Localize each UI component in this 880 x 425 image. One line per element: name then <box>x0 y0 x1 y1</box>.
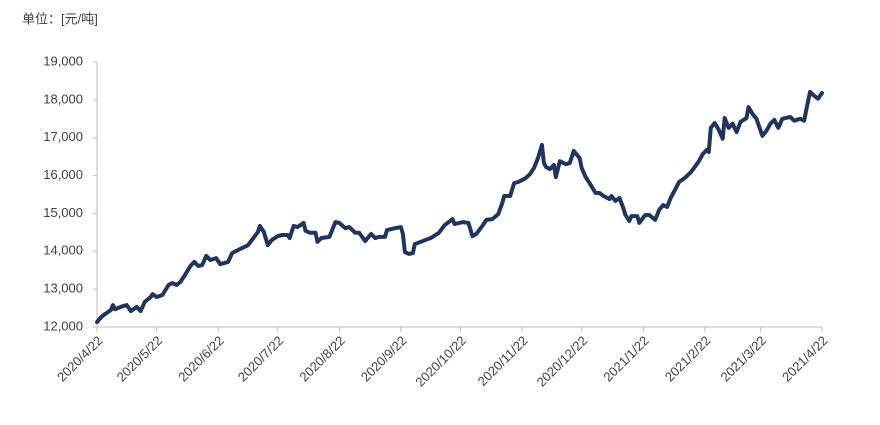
x-tick-label: 2020/5/22 <box>114 333 166 385</box>
x-tick-label: 2020/11/22 <box>475 333 531 389</box>
y-tick-label: 12,000 <box>43 318 83 333</box>
y-tick-label: 14,000 <box>43 243 83 258</box>
y-tick-label: 13,000 <box>43 281 83 296</box>
y-tick-label: 16,000 <box>43 167 83 182</box>
x-tick-label: 2020/10/22 <box>412 333 469 390</box>
x-tick-label: 2021/3/22 <box>717 333 769 385</box>
y-tick-label: 19,000 <box>43 53 83 68</box>
price-line <box>95 89 824 325</box>
y-tick-label: 18,000 <box>43 91 83 106</box>
x-tick-label: 2020/8/22 <box>296 333 348 385</box>
unit-label: 单位：[元/吨] <box>22 11 98 26</box>
y-tick-label: 17,000 <box>43 129 83 144</box>
y-tick-label: 15,000 <box>43 205 83 220</box>
x-tick-label: 2020/6/22 <box>175 333 227 385</box>
x-tick-label: 2020/7/22 <box>235 333 287 385</box>
x-tick-label: 2020/4/22 <box>54 333 106 385</box>
x-tick-label: 2021/4/22 <box>779 333 831 385</box>
x-tick-label: 2020/12/22 <box>534 333 591 390</box>
x-tick-label: 2020/9/22 <box>358 333 410 385</box>
x-tick-label: 2021/1/22 <box>600 333 652 385</box>
x-tick-label: 2021/2/22 <box>662 333 714 385</box>
